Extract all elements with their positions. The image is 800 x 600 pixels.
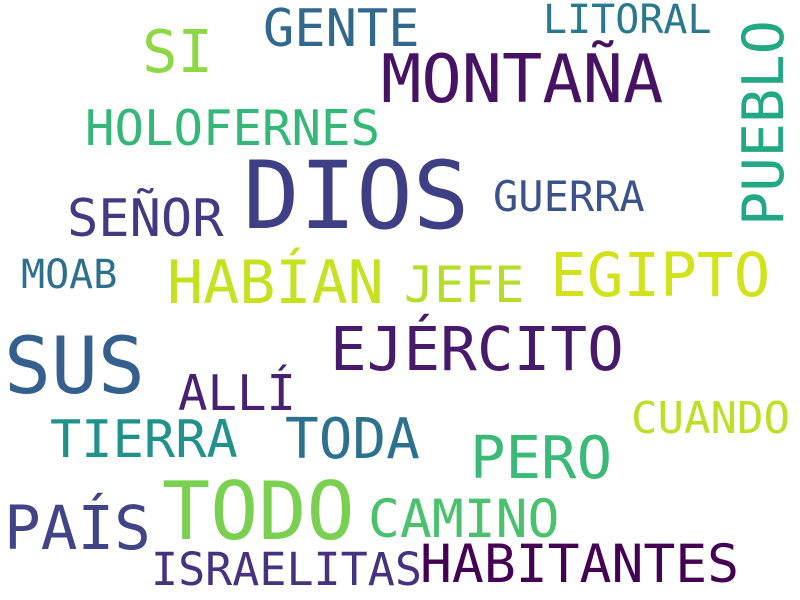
word-habitantes: HABITANTES <box>420 534 740 595</box>
word-pueblo: PUEBLO <box>731 20 797 226</box>
word-moab: MOAB <box>21 252 118 298</box>
word-israelitas: ISRAELITAS <box>151 543 422 596</box>
word-pero: PERO <box>470 423 613 492</box>
word-jefe: JEFE <box>404 256 525 314</box>
word-cuando: CUANDO <box>631 393 790 444</box>
word-toda: TODA <box>285 407 420 472</box>
word-tierra: TIERRA <box>50 410 238 470</box>
word-alli: ALLÍ <box>178 365 297 422</box>
word-todo: TODO <box>162 465 355 558</box>
word-si: SI <box>142 17 214 86</box>
word-sus: SUS <box>4 322 145 412</box>
word-dios: DIOS <box>243 142 470 251</box>
word-guerra: GUERRA <box>493 172 645 221</box>
word-habian: HABÍAN <box>167 248 384 318</box>
word-gente: GENTE <box>263 0 420 59</box>
word-senor: SEÑOR <box>67 189 224 249</box>
word-ejercito: EJÉRCITO <box>330 314 624 385</box>
word-pais: PAÍS <box>4 493 151 564</box>
word-holofernes: HOLOFERNES <box>85 100 381 157</box>
word-litoral: LITORAL <box>543 0 712 43</box>
word-egipto: EGIPTO <box>550 240 771 311</box>
word-montana: MONTAÑA <box>381 40 664 118</box>
word-camino: CAMINO <box>368 489 560 550</box>
